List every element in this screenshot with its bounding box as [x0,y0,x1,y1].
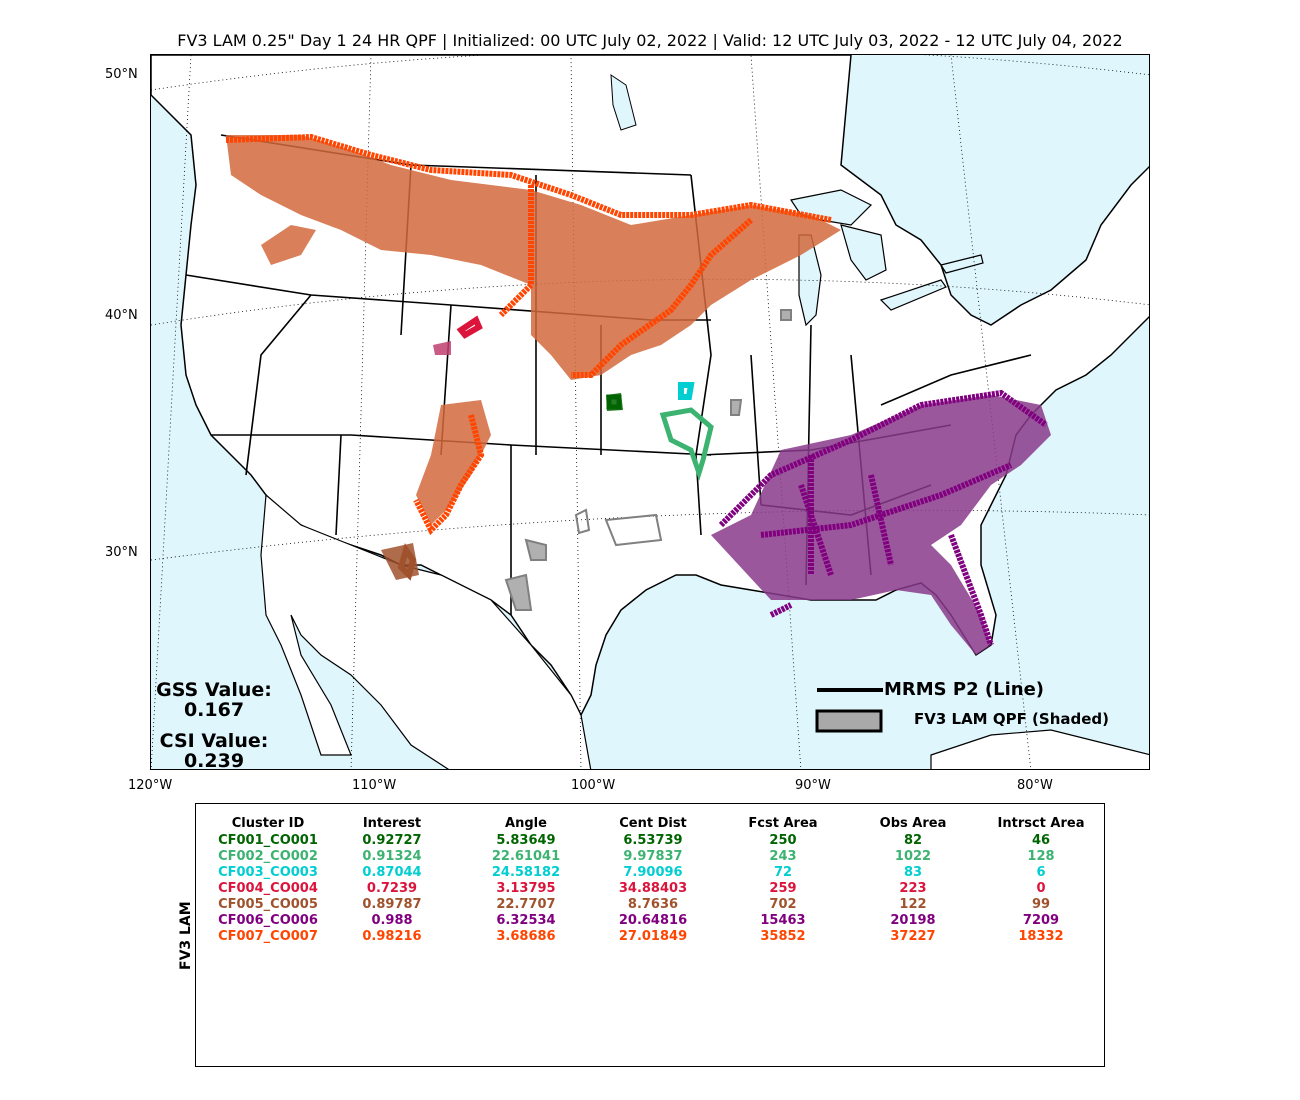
cell-interest: 0.92727 [362,833,422,848]
cell-angle: 24.58182 [491,865,561,880]
cell-obs-area: 82 [903,833,923,848]
cell-fcst-area: 259 [769,881,797,896]
cluster-cf001 [606,393,623,411]
legend-shaded-label: FV3 LAM QPF (Shaded) [914,710,1110,728]
cell-interest: 0.988 [371,913,413,928]
lake-huron [840,224,887,281]
cell-cluster-id: CF001_CO001 [218,833,318,848]
land-cuba [930,729,1149,769]
cluster-cf002 [659,407,714,482]
lon-label-100: 100°W [571,778,616,793]
cell-intrsct-area: 0 [1036,881,1046,896]
cell-interest: 0.87044 [362,865,422,880]
cell-interest: 0.89787 [362,897,422,912]
cell-cluster-id: CF007_CO007 [218,929,318,944]
cluster-cf007 [225,133,841,536]
cell-obs-area: 122 [899,897,927,912]
cell-fcst-area: 243 [769,849,797,864]
header-angle: Angle [505,816,547,831]
cell-obs-area: 223 [899,881,927,896]
cell-cent-dist: 34.88403 [618,881,688,896]
cell-cent-dist: 6.53739 [623,833,683,848]
cell-angle: 22.61041 [491,849,561,864]
stats-table: Cluster ID Interest Angle Cent Dist Fcst… [195,803,1105,1067]
legend-shaded-swatch [815,709,883,733]
cell-intrsct-area: 18332 [1018,929,1064,944]
cell-cent-dist: 8.7636 [627,897,679,912]
cell-fcst-area: 15463 [760,913,806,928]
lat-label-30: 30°N [105,545,138,560]
cell-obs-area: 1022 [894,849,932,864]
cell-intrsct-area: 7209 [1022,913,1060,928]
cluster-cf004 [433,315,483,355]
header-obs-area: Obs Area [879,816,947,831]
cell-interest: 0.98216 [362,929,422,944]
csi-value: 0.239 [183,750,245,772]
csi-label: CSI Value: [159,730,269,752]
cell-intrsct-area: 6 [1036,865,1046,880]
lon-label-90: 90°W [795,778,831,793]
legend-line-label: MRMS P2 (Line) [884,679,1045,700]
header-intrsct-area: Intrsct Area [997,816,1085,831]
lon-label-110: 110°W [352,778,397,793]
cell-fcst-area: 250 [769,833,797,848]
cluster-cf006 [711,389,1051,655]
lake-winnipeg [610,74,637,131]
lake-ontario [940,254,984,274]
cell-intrsct-area: 99 [1031,897,1051,912]
lon-label-80: 80°W [1017,778,1053,793]
cell-intrsct-area: 128 [1027,849,1055,864]
cell-cent-dist: 20.64816 [618,913,688,928]
cell-obs-area: 83 [903,865,923,880]
cell-angle: 22.7707 [496,897,556,912]
cell-cluster-id: CF004_CO004 [218,881,318,896]
map-canvas [151,55,1149,769]
cell-interest: 0.7239 [366,881,418,896]
cell-intrsct-area: 46 [1031,833,1051,848]
land-mexico [260,493,592,769]
cluster-cf003 [678,382,695,400]
header-interest: Interest [362,816,422,831]
cell-obs-area: 37227 [890,929,936,944]
cell-angle: 3.13795 [496,881,556,896]
cell-fcst-area: 35852 [760,929,806,944]
cell-cent-dist: 27.01849 [618,929,688,944]
cell-interest: 0.91324 [362,849,422,864]
lon-label-120: 120°W [128,778,173,793]
map-title: FV3 LAM 0.25" Day 1 24 HR QPF | Initiali… [177,31,1123,50]
cell-angle: 3.68686 [496,929,556,944]
lat-label-40: 40°N [105,308,138,323]
table-side-label: FV3 LAM [178,901,194,970]
cluster-cf005 [381,543,419,581]
lake-erie [879,279,947,311]
gss-label: GSS Value: [156,679,272,701]
lat-label-50: 50°N [105,67,138,82]
header-cent-dist: Cent Dist [619,816,687,831]
header-cluster-id: Cluster ID [231,816,305,831]
cell-cent-dist: 9.97837 [623,849,683,864]
cell-cent-dist: 7.90096 [623,865,683,880]
cell-cluster-id: CF006_CO006 [218,913,318,928]
map-panel [150,54,1150,770]
header-fcst-area: Fcst Area [748,816,818,831]
cell-cluster-id: CF005_CO005 [218,897,318,912]
gss-value: 0.167 [183,699,245,721]
cell-fcst-area: 72 [773,865,793,880]
cell-fcst-area: 702 [769,897,797,912]
cell-angle: 6.32534 [496,913,556,928]
cell-angle: 5.83649 [496,833,556,848]
unmatched-objects [504,309,792,611]
cell-cluster-id: CF002_CO002 [218,849,318,864]
cell-obs-area: 20198 [890,913,936,928]
cell-cluster-id: CF003_CO003 [218,865,318,880]
